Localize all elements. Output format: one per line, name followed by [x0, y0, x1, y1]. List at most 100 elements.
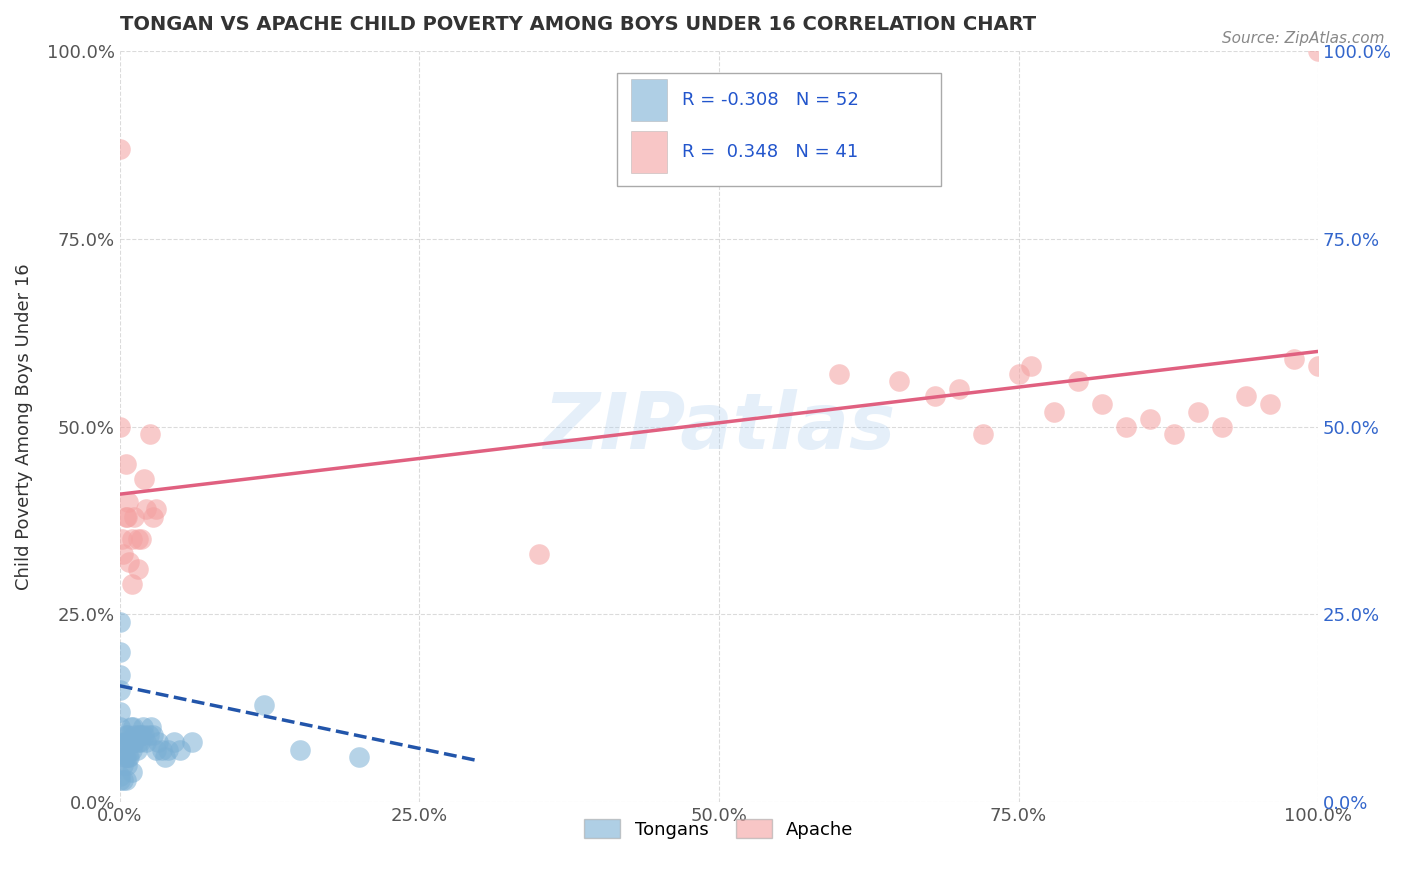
Point [1139, 412, 1161, 426]
Point [972, 427, 994, 442]
Point [121, 765, 143, 780]
Point [139, 720, 162, 734]
Point [131, 720, 153, 734]
Point [1308, 44, 1330, 58]
Point [1067, 375, 1090, 389]
Point [163, 735, 186, 749]
Point [114, 735, 136, 749]
Point [122, 720, 145, 734]
Point [108, 772, 131, 787]
Point [146, 735, 169, 749]
Point [1308, 359, 1330, 374]
Point [145, 502, 167, 516]
Point [125, 742, 148, 756]
Point [117, 494, 139, 508]
Point [122, 735, 145, 749]
Point [112, 757, 135, 772]
Point [138, 427, 160, 442]
Text: ZIPatlas: ZIPatlas [543, 389, 896, 465]
Point [117, 728, 139, 742]
Point [180, 735, 202, 749]
Point [127, 562, 149, 576]
FancyBboxPatch shape [617, 73, 941, 186]
Point [948, 382, 970, 396]
Point [169, 742, 191, 756]
Point [135, 502, 157, 516]
Point [108, 667, 131, 681]
Point [118, 735, 141, 749]
Point [108, 769, 131, 783]
Text: Source: ZipAtlas.com: Source: ZipAtlas.com [1222, 31, 1385, 46]
Point [121, 533, 143, 547]
Point [114, 509, 136, 524]
Point [924, 389, 946, 403]
Point [108, 142, 131, 156]
Point [887, 375, 910, 389]
Point [142, 509, 165, 524]
Point [132, 728, 155, 742]
Point [527, 547, 550, 561]
Point [114, 728, 136, 742]
Point [156, 742, 179, 756]
Point [131, 728, 153, 742]
Point [122, 735, 145, 749]
Point [115, 735, 138, 749]
Point [114, 772, 136, 787]
Point [155, 750, 177, 764]
Point [117, 750, 139, 764]
Point [1234, 389, 1257, 403]
Point [114, 750, 136, 764]
Point [118, 555, 141, 569]
Point [127, 533, 149, 547]
Point [108, 419, 131, 434]
Point [132, 472, 155, 486]
Point [150, 742, 173, 756]
Point [122, 509, 145, 524]
Point [118, 750, 141, 764]
Point [1115, 419, 1137, 434]
Point [131, 533, 153, 547]
Point [115, 757, 138, 772]
Point [124, 728, 146, 742]
Point [1187, 404, 1209, 418]
Point [138, 728, 160, 742]
Text: R =  0.348   N = 41: R = 0.348 N = 41 [682, 143, 858, 161]
Point [128, 728, 150, 742]
Point [1091, 397, 1114, 411]
Point [1043, 404, 1066, 418]
Point [1019, 359, 1042, 374]
Point [288, 742, 311, 756]
Bar [631, 79, 668, 120]
Point [349, 750, 371, 764]
Point [120, 720, 142, 734]
Point [108, 720, 131, 734]
Point [1282, 351, 1305, 366]
Point [142, 728, 165, 742]
Legend: Tongans, Apache: Tongans, Apache [576, 812, 860, 846]
Point [127, 735, 149, 749]
Point [1163, 427, 1185, 442]
Point [111, 533, 134, 547]
Point [115, 509, 138, 524]
Point [114, 750, 136, 764]
Y-axis label: Child Poverty Among Boys Under 16: Child Poverty Among Boys Under 16 [15, 263, 32, 590]
Point [1258, 397, 1281, 411]
Point [1211, 419, 1233, 434]
Point [108, 682, 131, 697]
Point [121, 742, 143, 756]
Point [135, 735, 157, 749]
Point [112, 772, 135, 787]
Point [108, 705, 131, 719]
Point [108, 645, 131, 659]
Point [114, 457, 136, 471]
Point [252, 698, 274, 712]
Point [145, 742, 167, 756]
Point [108, 742, 131, 756]
Point [108, 615, 131, 629]
Text: TONGAN VS APACHE CHILD POVERTY AMONG BOYS UNDER 16 CORRELATION CHART: TONGAN VS APACHE CHILD POVERTY AMONG BOY… [120, 15, 1036, 34]
Point [828, 367, 851, 381]
Point [108, 735, 131, 749]
Point [121, 577, 143, 591]
Point [1007, 367, 1029, 381]
Point [112, 547, 135, 561]
